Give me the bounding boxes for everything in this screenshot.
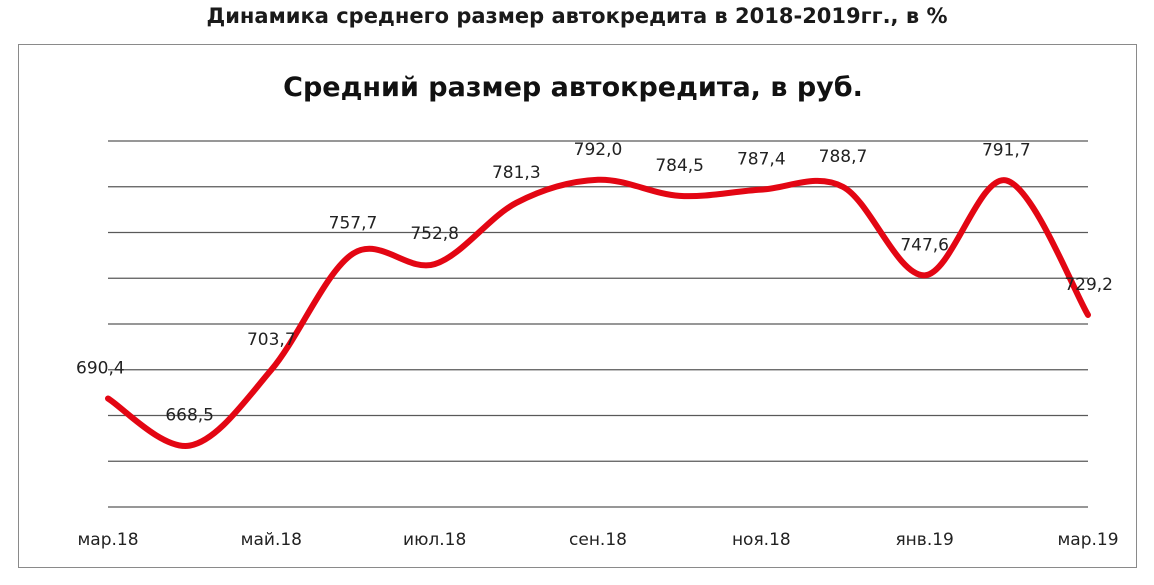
- x-tick-label: янв.19: [895, 530, 953, 550]
- grid-lines: [108, 140, 1088, 508]
- data-label: 781,3: [492, 163, 541, 183]
- data-label: 752,8: [410, 224, 459, 244]
- chart-title: Средний размер автокредита, в руб.: [283, 72, 863, 103]
- data-label: 729,2: [1064, 275, 1113, 295]
- data-label: 757,7: [329, 214, 378, 234]
- series-line: [105, 176, 1091, 449]
- x-tick-label: мар.19: [1057, 530, 1118, 550]
- data-label: 747,6: [900, 235, 949, 255]
- x-tick-label: ноя.18: [732, 530, 791, 550]
- data-label: 788,7: [819, 147, 868, 167]
- chart-frame: [18, 44, 1137, 568]
- data-label: 703,7: [247, 330, 296, 350]
- data-labels: 690,4 668,5 703,7 757,7 752,8 781,3 792,0 784,5…: [76, 140, 1113, 426]
- page-title: Динамика среднего размер автокредита в 2…: [206, 4, 948, 28]
- data-label: 690,4: [76, 358, 125, 378]
- x-tick-label: мар.18: [77, 530, 138, 550]
- data-label: 784,5: [655, 156, 704, 176]
- x-tick-label: июл.18: [403, 530, 466, 550]
- data-label: 787,4: [737, 150, 786, 170]
- data-label: 791,7: [982, 140, 1031, 160]
- x-tick-label: май.18: [241, 530, 302, 550]
- x-tick-label: сен.18: [569, 530, 627, 550]
- data-label: 668,5: [165, 406, 214, 426]
- x-tick-labels: мар.18 май.18 июл.18 сен.18 ноя.18 янв.19 мар.…: [77, 530, 1118, 550]
- data-label: 792,0: [574, 140, 623, 160]
